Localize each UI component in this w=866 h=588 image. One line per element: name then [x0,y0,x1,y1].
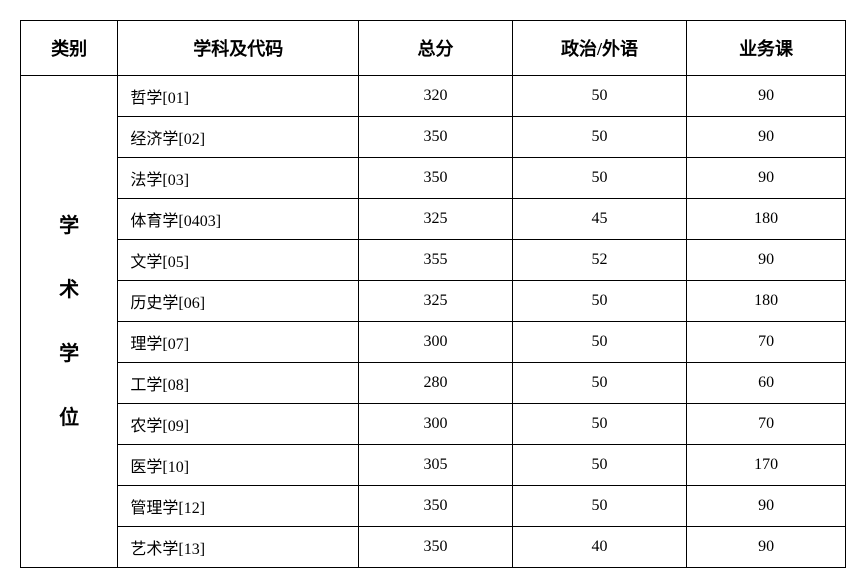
professional-cell: 70 [687,404,846,445]
header-category: 类别 [21,21,118,76]
total-cell: 355 [359,240,513,281]
header-subject: 学科及代码 [118,21,359,76]
subject-cell: 理学[07] [118,322,359,363]
subject-cell: 工学[08] [118,363,359,404]
category-cell: 学术学位 [21,76,118,568]
header-professional: 业务课 [687,21,846,76]
politics-cell: 50 [512,486,686,527]
total-cell: 350 [359,158,513,199]
subject-cell: 经济学[02] [118,117,359,158]
table-row: 学术学位哲学[01]3205090 [21,76,846,117]
subject-cell: 管理学[12] [118,486,359,527]
politics-cell: 45 [512,199,686,240]
politics-cell: 50 [512,445,686,486]
politics-cell: 50 [512,117,686,158]
total-cell: 305 [359,445,513,486]
professional-cell: 90 [687,240,846,281]
subject-cell: 文学[05] [118,240,359,281]
score-table-container: 类别 学科及代码 总分 政治/外语 业务课 学术学位哲学[01]3205090经… [20,20,846,568]
subject-cell: 法学[03] [118,158,359,199]
professional-cell: 90 [687,117,846,158]
total-cell: 325 [359,199,513,240]
total-cell: 350 [359,486,513,527]
subject-cell: 哲学[01] [118,76,359,117]
total-cell: 300 [359,322,513,363]
table-row: 历史学[06]32550180 [21,281,846,322]
header-politics: 政治/外语 [512,21,686,76]
professional-cell: 60 [687,363,846,404]
table-row: 法学[03]3505090 [21,158,846,199]
header-total: 总分 [359,21,513,76]
subject-cell: 历史学[06] [118,281,359,322]
professional-cell: 90 [687,158,846,199]
table-row: 农学[09]3005070 [21,404,846,445]
professional-cell: 90 [687,486,846,527]
professional-cell: 70 [687,322,846,363]
header-row: 类别 学科及代码 总分 政治/外语 业务课 [21,21,846,76]
table-row: 管理学[12]3505090 [21,486,846,527]
subject-cell: 医学[10] [118,445,359,486]
politics-cell: 50 [512,322,686,363]
category-char: 术 [21,258,117,322]
politics-cell: 40 [512,527,686,568]
table-row: 经济学[02]3505090 [21,117,846,158]
politics-cell: 50 [512,158,686,199]
subject-cell: 体育学[0403] [118,199,359,240]
score-table: 类别 学科及代码 总分 政治/外语 业务课 学术学位哲学[01]3205090经… [20,20,846,568]
total-cell: 350 [359,527,513,568]
professional-cell: 90 [687,76,846,117]
subject-cell: 农学[09] [118,404,359,445]
table-row: 工学[08]2805060 [21,363,846,404]
total-cell: 325 [359,281,513,322]
politics-cell: 50 [512,281,686,322]
total-cell: 280 [359,363,513,404]
table-row: 艺术学[13]3504090 [21,527,846,568]
professional-cell: 90 [687,527,846,568]
table-row: 文学[05]3555290 [21,240,846,281]
category-char: 位 [21,386,117,450]
total-cell: 320 [359,76,513,117]
professional-cell: 180 [687,281,846,322]
subject-cell: 艺术学[13] [118,527,359,568]
politics-cell: 50 [512,76,686,117]
total-cell: 350 [359,117,513,158]
table-body: 学术学位哲学[01]3205090经济学[02]3505090法学[03]350… [21,76,846,568]
politics-cell: 52 [512,240,686,281]
professional-cell: 170 [687,445,846,486]
category-char: 学 [21,194,117,258]
politics-cell: 50 [512,404,686,445]
politics-cell: 50 [512,363,686,404]
professional-cell: 180 [687,199,846,240]
table-row: 体育学[0403]32545180 [21,199,846,240]
table-row: 理学[07]3005070 [21,322,846,363]
table-row: 医学[10]30550170 [21,445,846,486]
total-cell: 300 [359,404,513,445]
category-char: 学 [21,322,117,386]
